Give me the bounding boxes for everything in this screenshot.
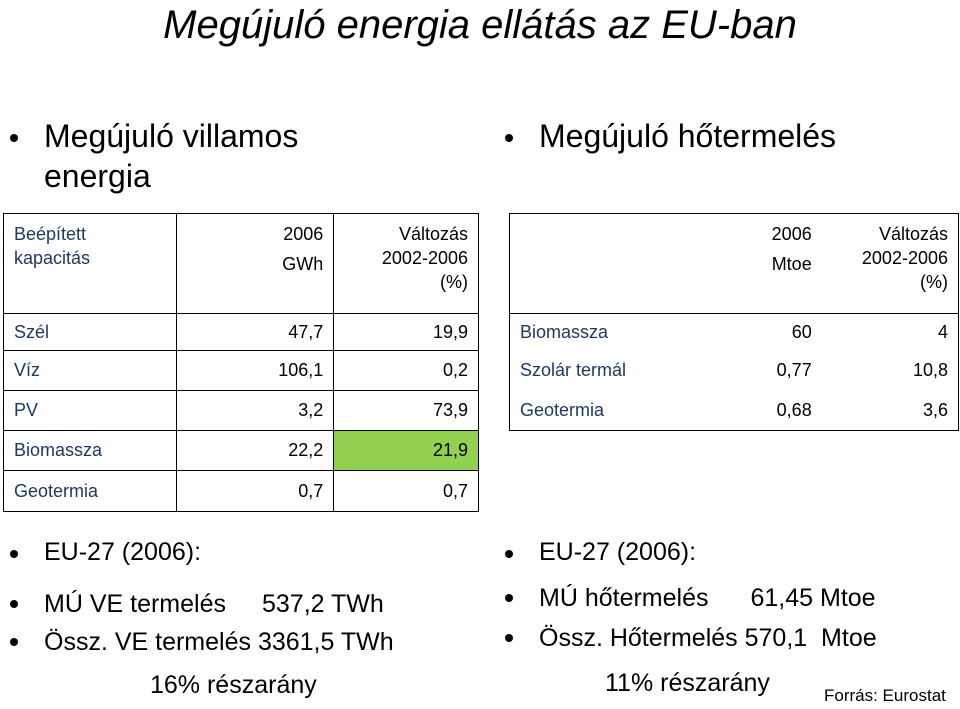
table-row: PV 3,2 73,9: [3, 390, 479, 431]
row-change: 73,9: [333, 390, 479, 431]
row-label: Geotermia: [509, 390, 685, 431]
header-change: Változás 2002-2006 (%): [333, 213, 479, 314]
row-value: 22,2: [175, 430, 335, 471]
row-value: 47,7: [175, 313, 335, 351]
table-row: Szolár termál 0,77 10,8: [509, 350, 959, 391]
bullet-icon: [10, 638, 18, 646]
row-value: 0,7: [175, 470, 335, 512]
row-label: Biomassza: [3, 430, 177, 471]
header-empty: [509, 213, 685, 314]
table-header-row: Beépített kapacitás 2006 GWh Változás 20…: [3, 213, 479, 314]
page-title: Megújuló energia ellátás az EU-ban: [163, 3, 797, 47]
bullet-icon: [505, 134, 513, 142]
source-note: Forrás: Eurostat: [824, 686, 946, 705]
bullet-icon: [505, 550, 513, 558]
table-row: Víz 106,1 0,2: [3, 350, 479, 391]
row-label: Biomassza: [509, 313, 685, 351]
row-value: 0,77: [776, 360, 812, 380]
header-change: Változás 2002-2006 (%): [821, 213, 959, 314]
row-change: 4: [821, 313, 959, 351]
table-row: Biomassza 22,2 21,9: [3, 430, 479, 471]
row-change: 0,7: [333, 470, 479, 512]
left-heading: Megújuló villamos energia: [10, 116, 298, 196]
row-value: 106,1: [175, 350, 335, 391]
left-share: 16% részarány: [150, 671, 317, 699]
table-row: Szél 47,7 19,9: [3, 313, 479, 351]
row-label: PV: [3, 390, 177, 431]
electricity-table: Beépített kapacitás 2006 GWh Változás 20…: [3, 213, 479, 512]
bullet-icon: [505, 594, 513, 602]
row-value: 0,68: [684, 390, 822, 431]
left-line1: MÚ VE termelés 537,2 TWh: [10, 589, 384, 619]
right-share: 11% részarány: [605, 669, 770, 697]
left-heading-line1: Megújuló villamos: [44, 118, 299, 154]
left-line2: Össz. VE termelés 3361,5 TWh: [10, 627, 394, 657]
row-change: 10,8: [821, 350, 959, 391]
bullet-icon: [10, 550, 18, 558]
heat-table: 2006 Mtoe Változás 2002-2006 (%) Biomass…: [509, 213, 959, 431]
bullet-icon: [505, 634, 513, 642]
header-year: 2006 Mtoe: [684, 213, 822, 314]
row-label: Szél: [3, 313, 177, 351]
bullet-icon: [10, 600, 18, 608]
header-capacity: Beépített kapacitás: [3, 213, 177, 314]
table-row: Geotermia 0,68 3,6: [509, 390, 959, 431]
row-label: Geotermia: [3, 470, 177, 512]
row-change-highlight: 21,9: [333, 430, 479, 471]
right-line2: Össz. Hőtermelés 570,1 Mtoe: [505, 623, 877, 653]
left-eu-heading: EU-27 (2006):: [10, 537, 201, 567]
right-line1: MÚ hőtermelés 61,45 Mtoe: [505, 583, 876, 613]
bullet-icon: [10, 134, 18, 142]
right-heading: Megújuló hőtermelés: [505, 116, 836, 156]
row-label: Szolár termál: [509, 350, 685, 391]
row-change: 0,2: [333, 350, 479, 391]
table-row: Geotermia 0,7 0,7: [3, 470, 479, 512]
header-year: 2006 GWh: [175, 213, 335, 314]
table-header-row: 2006 Mtoe Változás 2002-2006 (%): [509, 213, 959, 314]
left-heading-line2: energia: [44, 158, 151, 194]
row-change: 19,9: [333, 313, 479, 351]
right-eu-heading: EU-27 (2006):: [505, 537, 696, 567]
row-value: 60: [684, 313, 822, 351]
row-label: Víz: [3, 350, 177, 391]
row-value: 3,2: [175, 390, 335, 431]
table-row: Biomassza 60 4: [509, 313, 959, 351]
row-change: 3,6: [821, 390, 959, 431]
